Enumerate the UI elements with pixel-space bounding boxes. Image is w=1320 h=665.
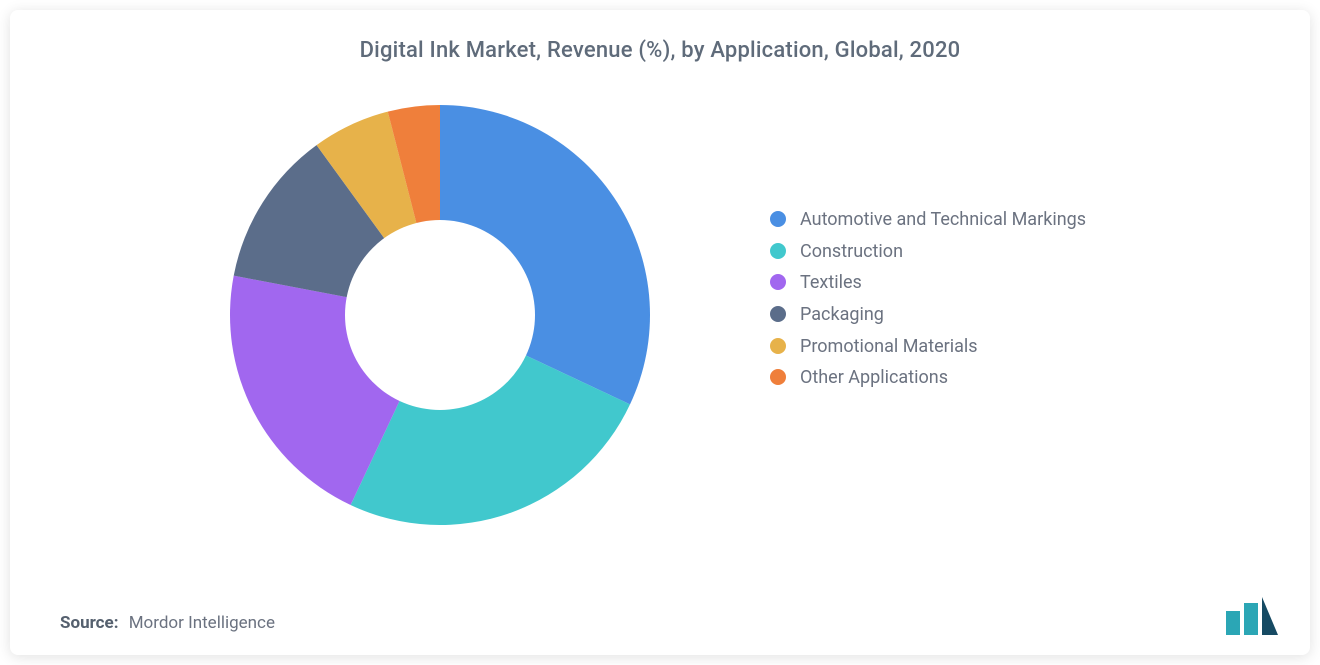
chart-card: Digital Ink Market, Revenue (%), by Appl… bbox=[10, 10, 1310, 655]
legend-item: Textiles bbox=[770, 268, 1190, 298]
legend-item: Packaging bbox=[770, 300, 1190, 330]
legend-item: Other Applications bbox=[770, 363, 1190, 393]
donut-svg bbox=[230, 105, 650, 525]
legend-swatch bbox=[770, 211, 786, 227]
source-name: Mordor Intelligence bbox=[129, 613, 275, 633]
legend-swatch bbox=[770, 306, 786, 322]
legend-label: Automotive and Technical Markings bbox=[800, 205, 1120, 235]
legend-item: Construction bbox=[770, 237, 1190, 267]
legend-swatch bbox=[770, 243, 786, 259]
legend-item: Automotive and Technical Markings bbox=[770, 205, 1190, 235]
brand-logo bbox=[1224, 597, 1280, 637]
legend-label: Promotional Materials bbox=[800, 332, 1120, 362]
legend: Automotive and Technical MarkingsConstru… bbox=[770, 205, 1190, 395]
legend-label: Other Applications bbox=[800, 363, 1120, 393]
legend-swatch bbox=[770, 369, 786, 385]
source-label: Source: bbox=[60, 613, 118, 633]
legend-swatch bbox=[770, 274, 786, 290]
donut-hole bbox=[345, 220, 535, 410]
donut-chart bbox=[230, 105, 650, 525]
legend-label: Construction bbox=[800, 237, 1120, 267]
legend-label: Textiles bbox=[800, 268, 1120, 298]
legend-label: Packaging bbox=[800, 300, 1120, 330]
legend-swatch bbox=[770, 338, 786, 354]
chart-title: Digital Ink Market, Revenue (%), by Appl… bbox=[10, 38, 1310, 63]
source-line: Source: Mordor Intelligence bbox=[60, 613, 275, 633]
legend-item: Promotional Materials bbox=[770, 332, 1190, 362]
